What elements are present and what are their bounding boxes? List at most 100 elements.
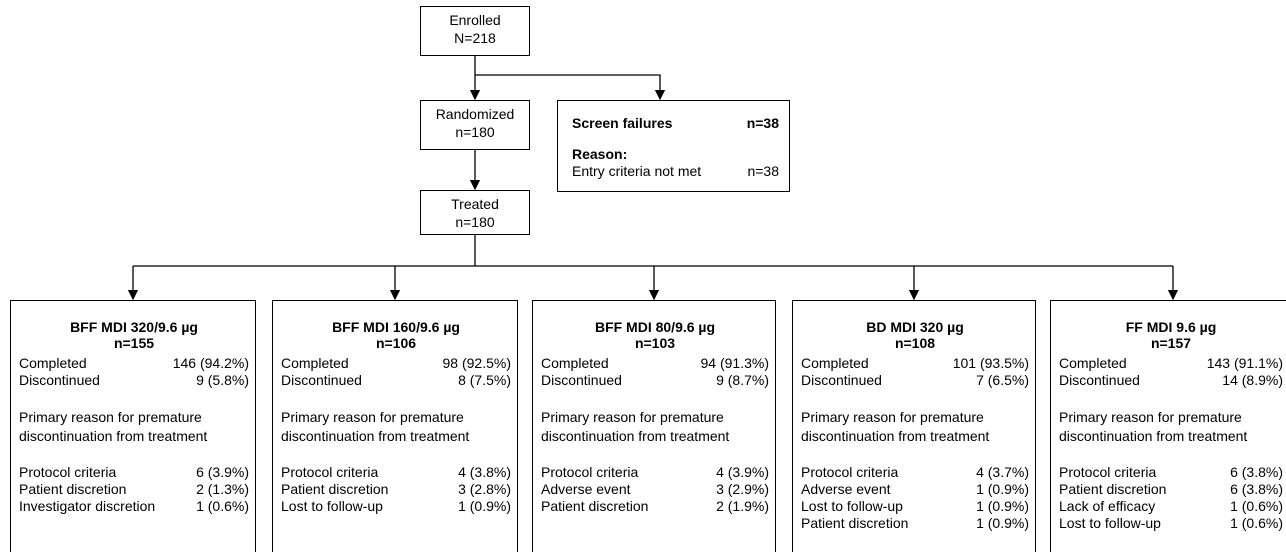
label: Protocol criteria bbox=[1059, 464, 1157, 480]
arm-box: BFF MDI 160/9.6 µg n=106 Completed 98 (92.5… bbox=[272, 300, 518, 552]
label: Completed bbox=[541, 355, 609, 371]
label: Patient discretion bbox=[19, 481, 127, 497]
heading-line: Primary reason for premature bbox=[281, 409, 464, 425]
randomized-box: Randomized n=180 bbox=[420, 100, 530, 150]
arm-n: n=106 bbox=[375, 335, 417, 351]
arm-name: BFF MDI 320/9.6 µg bbox=[70, 319, 198, 335]
reason-row: Patient discretion 2 (1.9%) bbox=[541, 498, 769, 515]
label: Discontinued bbox=[281, 372, 362, 388]
discontinued-row: Discontinued 8 (7.5%) bbox=[281, 372, 511, 389]
reason-row: Adverse event 3 (2.9%) bbox=[541, 481, 769, 498]
reason-row: Lost to follow-up 1 (0.9%) bbox=[801, 498, 1029, 515]
heading-line: discontinuation from treatment bbox=[541, 428, 730, 444]
value: 14 (8.9%) bbox=[1222, 372, 1283, 388]
reason-row: Investigator discretion 1 (0.6%) bbox=[19, 498, 249, 515]
value: 1 (0.6%) bbox=[1230, 498, 1283, 514]
arm-box: BFF MDI 80/9.6 µg n=103 Completed 94 (91.3%… bbox=[532, 300, 776, 552]
label: Completed bbox=[1059, 355, 1127, 371]
completed-row: Completed 146 (94.2%) bbox=[19, 355, 249, 372]
reason-row: Protocol criteria 6 (3.8%) bbox=[1059, 464, 1283, 481]
reasons: Protocol criteria 4 (3.8%) Patient discret… bbox=[281, 464, 511, 515]
reason-row: Protocol criteria 4 (3.9%) bbox=[541, 464, 769, 481]
value: 9 (8.7%) bbox=[716, 372, 769, 388]
arm-name: BD MDI 320 µg bbox=[866, 319, 964, 335]
completed-row: Completed 98 (92.5%) bbox=[281, 355, 511, 372]
arm-name: BFF MDI 80/9.6 µg bbox=[594, 319, 716, 335]
value: 1 (0.9%) bbox=[976, 481, 1029, 497]
value: 101 (93.5%) bbox=[952, 355, 1029, 371]
reason-heading: Primary reason for premature discontinuat… bbox=[1059, 408, 1283, 446]
reason-row: Lost to follow-up 1 (0.9%) bbox=[281, 498, 511, 515]
value: 1 (0.6%) bbox=[196, 498, 249, 514]
discontinued-row: Discontinued 14 (8.9%) bbox=[1059, 372, 1283, 389]
reason-label: Entry criteria not met bbox=[572, 163, 702, 179]
arm-box: FF MDI 9.6 µg n=157 Completed 143 (91.1%) Di… bbox=[1050, 300, 1286, 552]
value: 7 (6.5%) bbox=[976, 372, 1029, 388]
reason-row: Lost to follow-up 1 (0.6%) bbox=[1059, 515, 1283, 532]
value: 143 (91.1%) bbox=[1206, 355, 1283, 371]
arm-n: n=157 bbox=[1150, 335, 1192, 351]
reasons: Protocol criteria 4 (3.9%) Adverse event 3 … bbox=[541, 464, 769, 515]
label: Protocol criteria bbox=[19, 464, 117, 480]
label: Lack of efficacy bbox=[1059, 498, 1156, 514]
count: n=180 bbox=[455, 214, 495, 230]
completed-row: Completed 101 (93.5%) bbox=[801, 355, 1029, 372]
reason-heading: Primary reason for premature discontinuat… bbox=[281, 408, 511, 446]
label: Patient discretion bbox=[541, 498, 649, 514]
reason-heading: Reason: bbox=[572, 146, 628, 162]
label: Discontinued bbox=[801, 372, 882, 388]
value: 6 (3.9%) bbox=[196, 464, 249, 480]
label: Lost to follow-up bbox=[281, 498, 383, 514]
reasons: Protocol criteria 4 (3.7%) Adverse event 1 … bbox=[801, 464, 1029, 532]
label: Protocol criteria bbox=[281, 464, 379, 480]
arm-n: n=155 bbox=[113, 335, 155, 351]
reasons: Protocol criteria 6 (3.9%) Patient discret… bbox=[19, 464, 249, 515]
reasons: Protocol criteria 6 (3.8%) Patient discret… bbox=[1059, 464, 1283, 532]
count: n=180 bbox=[455, 124, 495, 140]
value: 1 (0.9%) bbox=[976, 515, 1029, 531]
label: Patient discretion bbox=[801, 515, 909, 531]
label: Patient discretion bbox=[281, 481, 389, 497]
arm-name: BFF MDI 160/9.6 µg bbox=[332, 319, 460, 335]
completed-row: Completed 143 (91.1%) bbox=[1059, 355, 1283, 372]
heading-line: Primary reason for premature bbox=[1059, 409, 1242, 425]
arm-box: BFF MDI 320/9.6 µg n=155 Completed 146 (94.… bbox=[10, 300, 256, 552]
label: Investigator discretion bbox=[19, 498, 156, 514]
arm-n: n=103 bbox=[634, 335, 676, 351]
reason-value: n=38 bbox=[747, 163, 779, 179]
value: 4 (3.7%) bbox=[976, 464, 1029, 480]
reason-row: Patient discretion 1 (0.9%) bbox=[801, 515, 1029, 532]
label: Protocol criteria bbox=[541, 464, 639, 480]
screen-failures-box: Screen failures n=38 Reason: Entry criter… bbox=[557, 100, 790, 192]
label: Lost to follow-up bbox=[1059, 515, 1161, 531]
value: 2 (1.3%) bbox=[196, 481, 249, 497]
value: 4 (3.8%) bbox=[458, 464, 511, 480]
heading-line: discontinuation from treatment bbox=[801, 428, 990, 444]
label: Randomized bbox=[435, 106, 515, 122]
label: Enrolled bbox=[449, 12, 501, 28]
label: Lost to follow-up bbox=[801, 498, 903, 514]
reason-row: Patient discretion 6 (3.8%) bbox=[1059, 481, 1283, 498]
title: Screen failures bbox=[572, 115, 673, 131]
reason-row: Patient discretion 3 (2.8%) bbox=[281, 481, 511, 498]
value: 6 (3.8%) bbox=[1230, 481, 1283, 497]
value: 9 (5.8%) bbox=[196, 372, 249, 388]
heading-line: discontinuation from treatment bbox=[19, 428, 208, 444]
label: Discontinued bbox=[19, 372, 100, 388]
heading-line: Primary reason for premature bbox=[541, 409, 724, 425]
label: Completed bbox=[801, 355, 869, 371]
reason-row: Protocol criteria 4 (3.7%) bbox=[801, 464, 1029, 481]
reason-row: Adverse event 1 (0.9%) bbox=[801, 481, 1029, 498]
heading-line: Primary reason for premature bbox=[19, 409, 202, 425]
value: 3 (2.8%) bbox=[458, 481, 511, 497]
value: 4 (3.9%) bbox=[716, 464, 769, 480]
arrow bbox=[475, 74, 666, 101]
reason-row: Patient discretion 2 (1.3%) bbox=[19, 481, 249, 498]
value: 1 (0.6%) bbox=[1230, 515, 1283, 531]
value: 1 (0.9%) bbox=[976, 498, 1029, 514]
value: 146 (94.2%) bbox=[172, 355, 249, 371]
arm-box: BD MDI 320 µg n=108 Completed 101 (93.5%) Di… bbox=[792, 300, 1036, 552]
reason-row: Protocol criteria 6 (3.9%) bbox=[19, 464, 249, 481]
label: Treated bbox=[451, 196, 499, 212]
